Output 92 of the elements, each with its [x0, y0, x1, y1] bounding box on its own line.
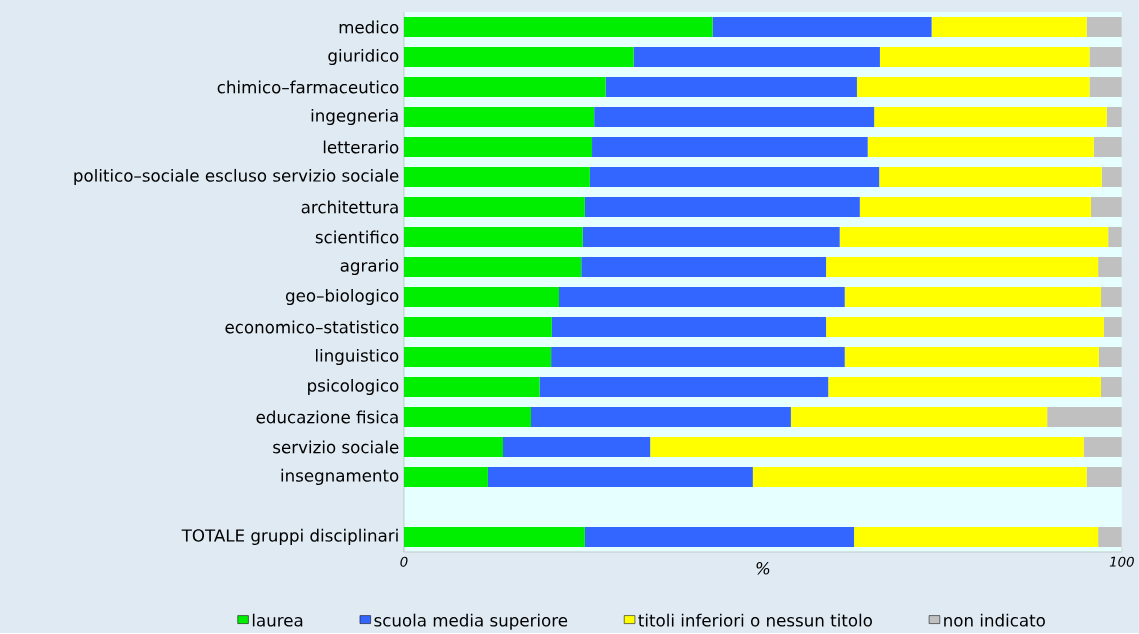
bar: [531, 407, 791, 428]
bar: [403, 347, 552, 368]
bar: [403, 437, 504, 458]
y-tick-label: ingegneria: [311, 109, 398, 126]
bar: [503, 437, 651, 458]
bar: [403, 257, 582, 278]
bar: [1089, 77, 1122, 98]
bar: [584, 527, 855, 548]
x-tick-label: 100: [1109, 556, 1134, 567]
bar: [854, 527, 1099, 548]
legend-label: titoli inferiori o nessun titolo: [638, 613, 872, 627]
y-tick-label: TOTALE gruppi disciplinari: [181, 529, 398, 546]
x-tick-label: 0: [400, 556, 408, 567]
bar: [879, 47, 1090, 68]
bar: [1090, 197, 1122, 218]
bar: [403, 227, 583, 248]
bar: [1086, 467, 1122, 488]
bar: [1101, 377, 1122, 398]
legend-label: non indicato: [944, 613, 1045, 627]
x-axis-title: %: [756, 562, 770, 575]
bar: [403, 167, 590, 188]
bar: [1093, 137, 1122, 158]
y-tick-label: agrario: [340, 259, 399, 276]
bar: [551, 317, 827, 338]
y-tick-label: servizio sociale: [273, 440, 399, 454]
bar: [844, 347, 1099, 368]
bar: [559, 287, 845, 308]
y-tick-label: economico–statistico: [225, 320, 399, 334]
bar: [931, 17, 1087, 38]
bar: [592, 137, 868, 158]
bar: [1086, 17, 1122, 38]
bar: [582, 227, 840, 248]
bar: [584, 197, 860, 218]
bar: [403, 317, 552, 338]
bar: [1103, 317, 1122, 338]
bar: [1083, 437, 1122, 458]
bar: [605, 77, 857, 98]
bar: [856, 77, 1090, 98]
bar: [859, 197, 1091, 218]
bar: [403, 407, 532, 428]
bar: [1108, 227, 1122, 248]
bar: [403, 137, 593, 158]
y-tick-label: politico–sociale escluso servizio sociale: [74, 169, 399, 186]
bar: [1047, 407, 1122, 428]
bar: [839, 227, 1109, 248]
bar: [1089, 47, 1122, 68]
bar: [581, 257, 827, 278]
y-tick-label: educazione fisica: [256, 410, 398, 424]
bar: [867, 137, 1094, 158]
bar: [1101, 167, 1122, 188]
bar: [403, 467, 488, 488]
bar: [403, 77, 606, 98]
y-tick-label: giuridico: [328, 49, 399, 66]
y-tick-label: scientifico: [315, 230, 399, 244]
bar: [879, 167, 1102, 188]
bar: [487, 467, 753, 488]
y-tick-label: architettura: [301, 200, 398, 214]
y-tick-label: linguistico: [316, 349, 399, 366]
bar: [790, 407, 1048, 428]
bar: [589, 167, 880, 188]
bar: [1101, 287, 1122, 308]
bar: [1106, 107, 1122, 128]
bar: [712, 17, 932, 38]
bar: [826, 317, 1104, 338]
bar: [828, 377, 1102, 398]
bar: [403, 287, 560, 308]
bar: [403, 17, 713, 38]
bar: [539, 377, 829, 398]
bar: [551, 347, 845, 368]
bar: [633, 47, 880, 68]
bar: [752, 467, 1087, 488]
y-tick-label: chimico–farmaceutico: [217, 80, 399, 94]
bar: [403, 107, 595, 128]
bar: [403, 47, 634, 68]
y-tick-label: letterario: [323, 140, 399, 154]
legend-label: laurea: [252, 613, 303, 627]
bar: [1098, 347, 1122, 368]
bar: [1098, 257, 1122, 278]
y-tick-label: psicologico: [308, 379, 399, 396]
bar: [1098, 527, 1122, 548]
bar: [594, 107, 875, 128]
y-tick-label: geo–biologico: [286, 289, 399, 306]
y-tick-label: medico: [339, 20, 399, 34]
bar: [403, 527, 585, 548]
bar: [403, 197, 585, 218]
bar: [403, 377, 540, 398]
bar: [874, 107, 1107, 128]
y-tick-label: insegnamento: [281, 469, 399, 486]
bar: [844, 287, 1102, 308]
legend-label: scuola media superiore: [374, 613, 568, 630]
bar: [650, 437, 1084, 458]
bar: [826, 257, 1099, 278]
